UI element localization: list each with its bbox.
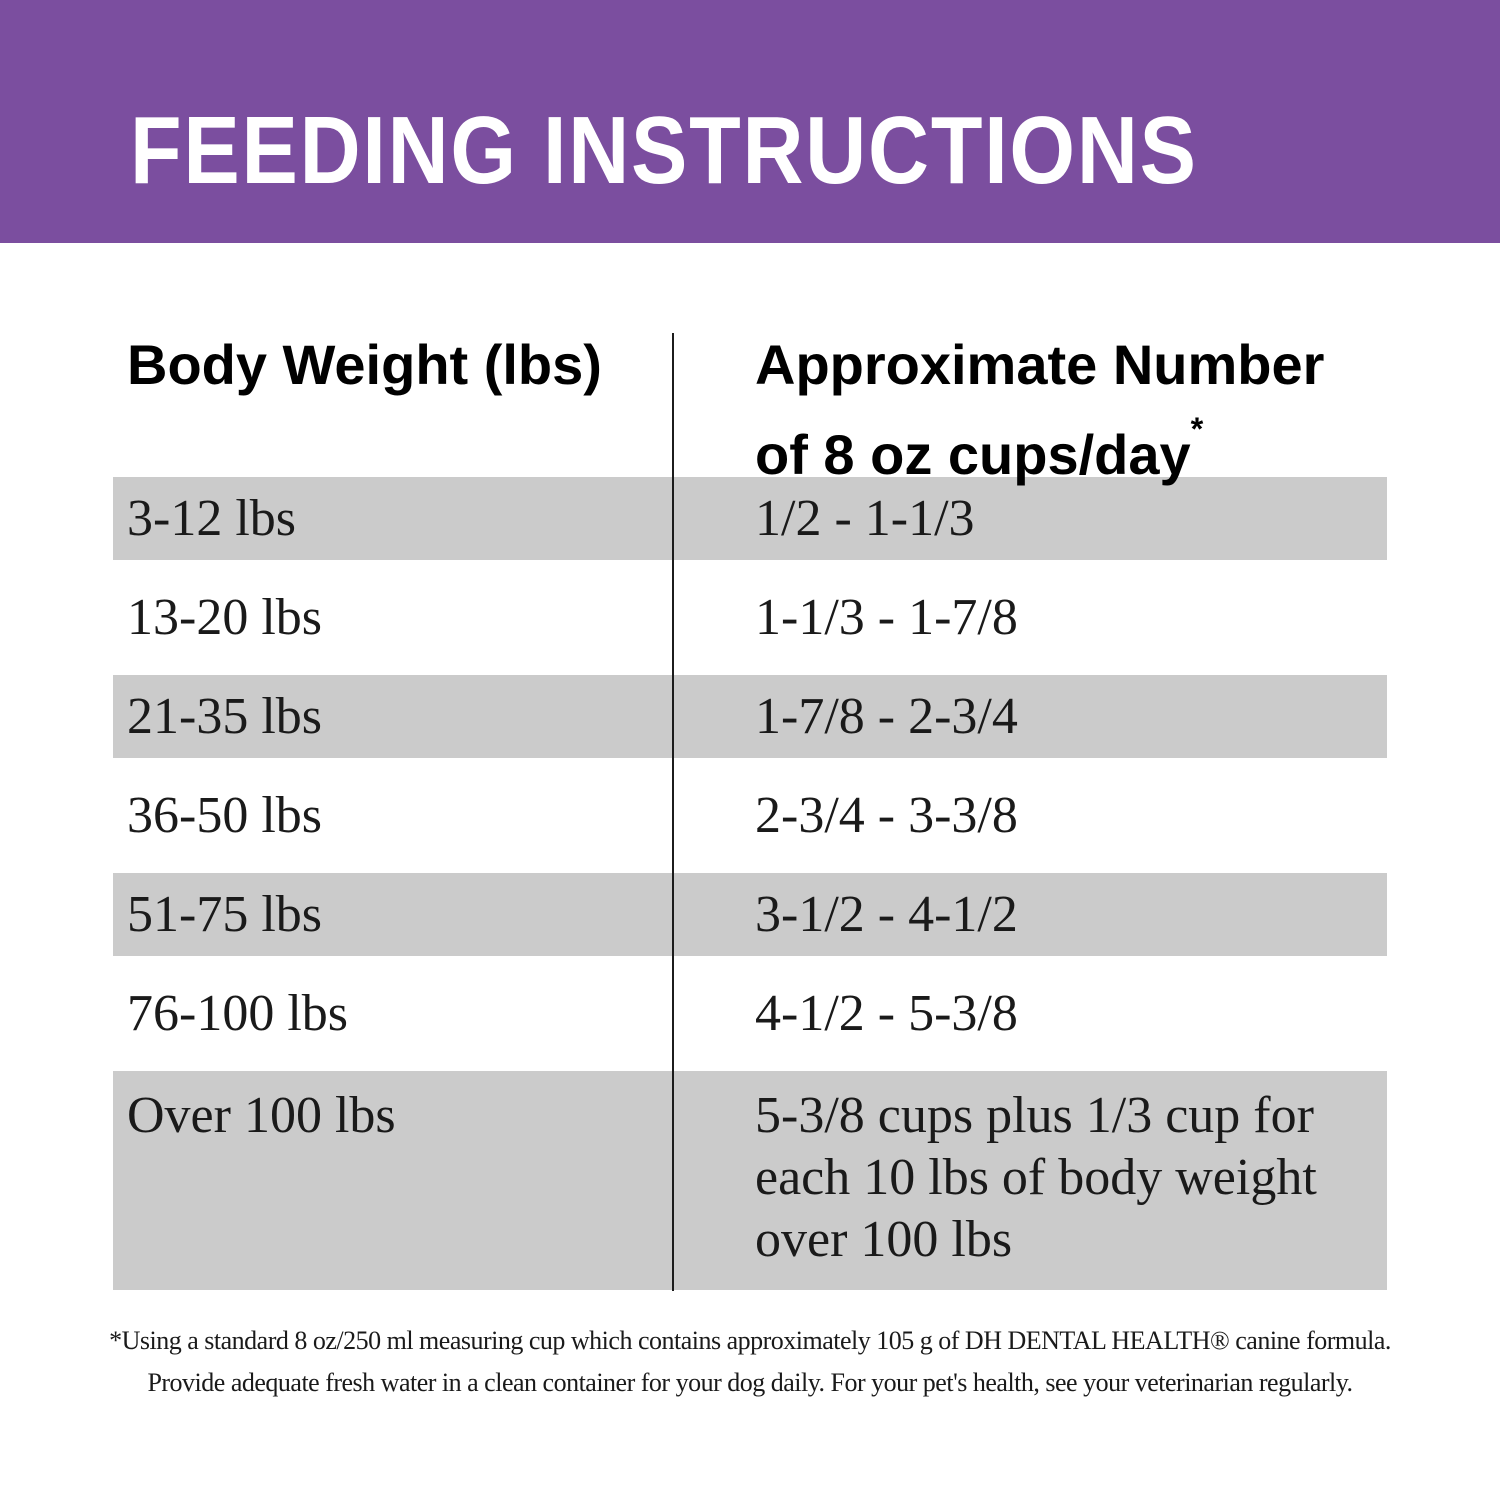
page-title: FEEDING INSTRUCTIONS [130, 97, 1198, 204]
feeding-table: Body Weight (lbs) Approximate Number of … [113, 333, 1387, 1290]
table-row: 76-100 lbs 4-1/2 - 5-3/8 [113, 956, 1387, 1071]
cups-header-line2: of 8 oz cups/day [755, 423, 1191, 486]
table-row: 13-20 lbs 1-1/3 - 1-7/8 [113, 560, 1387, 675]
column-divider-line [672, 333, 674, 1291]
cups-cell: 1-7/8 - 2-3/4 [755, 687, 1018, 745]
cups-cell: 2-3/4 - 3-3/8 [755, 786, 1018, 844]
table-row: 21-35 lbs 1-7/8 - 2-3/4 [113, 675, 1387, 758]
table-row: Over 100 lbs 5-3/8 cups plus 1/3 cup for… [113, 1071, 1387, 1290]
footnote-line2: Provide adequate fresh water in a clean … [147, 1368, 1353, 1397]
cups-cell: 3-1/2 - 4-1/2 [755, 885, 1018, 943]
table-row: 36-50 lbs 2-3/4 - 3-3/8 [113, 758, 1387, 873]
footnote-marker-asterisk: * [1190, 411, 1204, 447]
table-row: 51-75 lbs 3-1/2 - 4-1/2 [113, 873, 1387, 956]
body-weight-cell: 51-75 lbs [127, 885, 322, 943]
cups-cell: 5-3/8 cups plus 1/3 cup for each 10 lbs … [673, 1085, 1387, 1271]
table-header-row: Body Weight (lbs) Approximate Number of … [113, 333, 1387, 486]
cups-cell: 1-1/3 - 1-7/8 [755, 588, 1018, 646]
feeding-instructions-banner: FEEDING INSTRUCTIONS [0, 0, 1500, 243]
cups-cell: 1/2 - 1-1/3 [755, 489, 975, 547]
body-weight-cell: Over 100 lbs [127, 1087, 396, 1144]
footnote-line1: *Using a standard 8 oz/250 ml measuring … [109, 1326, 1391, 1355]
body-weight-cell: 36-50 lbs [127, 786, 322, 844]
cups-cell: 4-1/2 - 5-3/8 [755, 984, 1018, 1042]
body-weight-cell: 21-35 lbs [127, 687, 322, 745]
cups-cell-text: 5-3/8 cups plus 1/3 cup for each 10 lbs … [755, 1087, 1317, 1268]
column-header-cups-per-day: Approximate Number of 8 oz cups/day* [673, 333, 1387, 487]
table-row: 3-12 lbs 1/2 - 1-1/3 [113, 477, 1387, 560]
body-weight-cell: 76-100 lbs [127, 984, 348, 1042]
column-header-body-weight: Body Weight (lbs) [127, 333, 602, 396]
cups-header-line1: Approximate Number [755, 333, 1325, 396]
body-weight-cell: 13-20 lbs [127, 588, 322, 646]
body-weight-cell: 3-12 lbs [127, 489, 296, 547]
footnote: *Using a standard 8 oz/250 ml measuring … [0, 1320, 1500, 1404]
